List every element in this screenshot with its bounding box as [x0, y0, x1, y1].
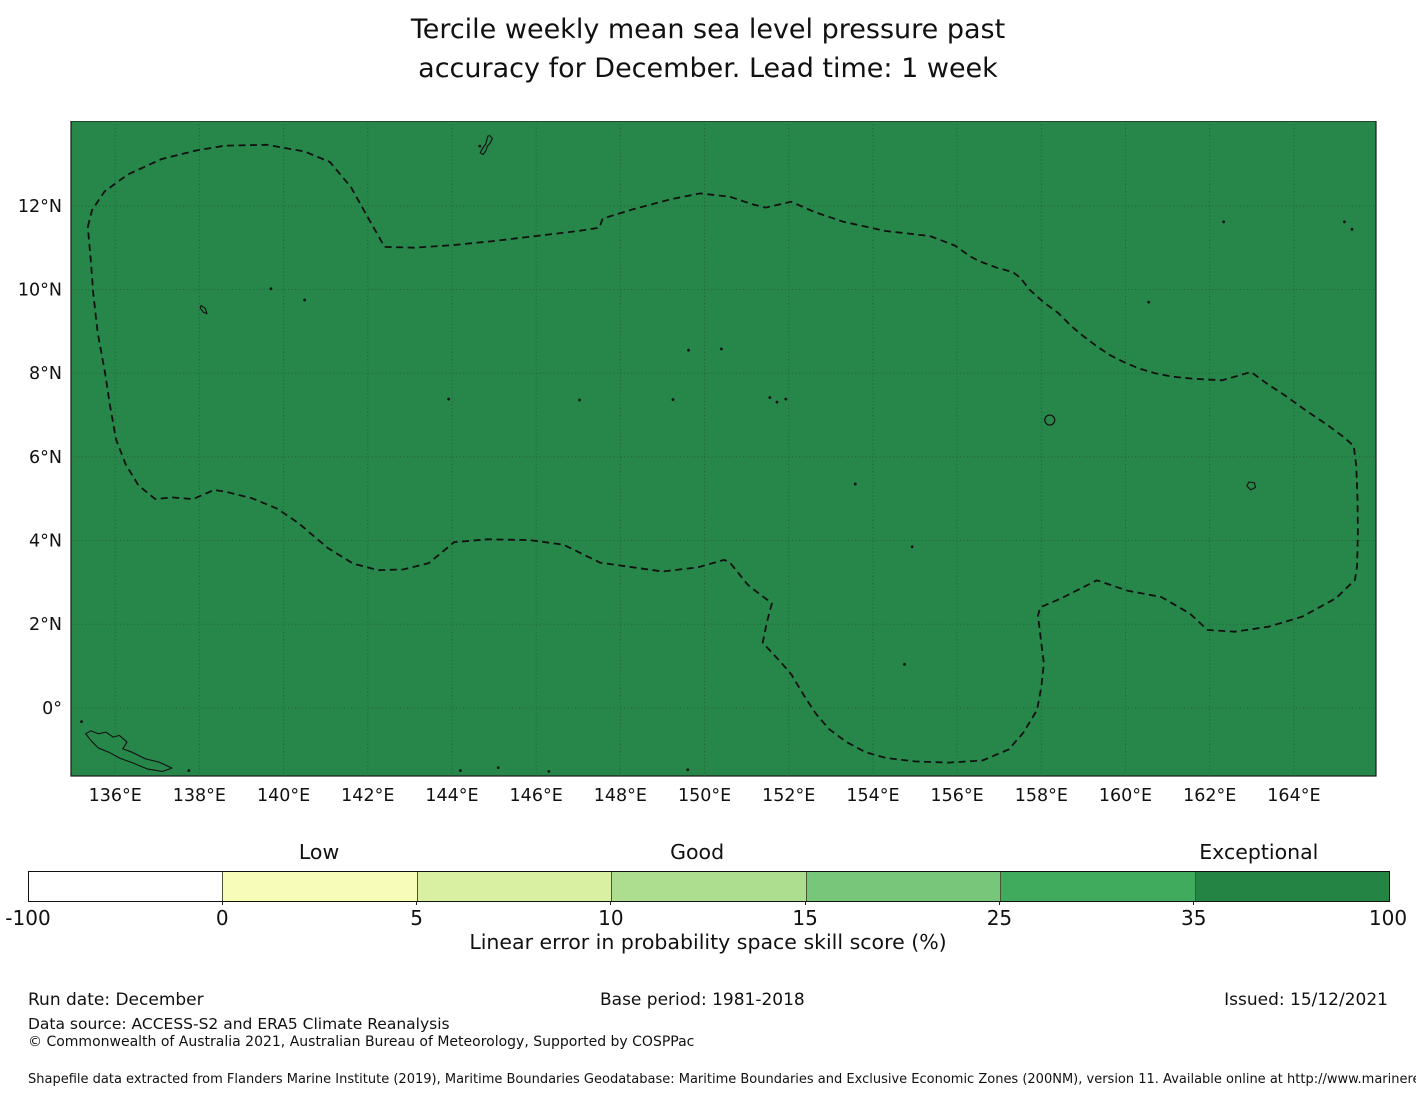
- colorbar-axis-label: Linear error in probability space skill …: [469, 930, 947, 954]
- island-dot: [80, 720, 83, 724]
- x-tick-label: 136°E: [89, 786, 142, 806]
- chart-title-line1: Tercile weekly mean sea level pressure p…: [410, 14, 1006, 45]
- island-dot: [269, 287, 273, 291]
- colorbar-tick-mark: [416, 901, 418, 905]
- island-dot: [478, 144, 482, 148]
- colorbar-tick-mark: [610, 901, 612, 905]
- x-tick-label: 146°E: [510, 786, 563, 806]
- colorbar-tick-mark: [221, 901, 223, 905]
- colorbar-segment: [805, 872, 1001, 901]
- x-tick-label: 138°E: [173, 786, 226, 806]
- chart-title: Tercile weekly mean sea level pressure p…: [0, 10, 1416, 88]
- y-tick-label: 0°: [42, 699, 62, 719]
- colorbar-tick-label: 10: [598, 906, 624, 930]
- data-source-text: Data source: ACCESS-S2 and ERA5 Climate …: [28, 1015, 450, 1033]
- island-outline: [1246, 481, 1257, 491]
- y-tick-label: 10°N: [18, 281, 62, 301]
- chart-title-line2: accuracy for December. Lead time: 1 week: [418, 53, 998, 84]
- colorbar-category-label: Low: [298, 840, 340, 864]
- island-outline: [85, 730, 173, 772]
- island-dot: [686, 768, 690, 772]
- island-dot: [671, 398, 675, 401]
- colorbar-tick-label: 100: [1368, 906, 1408, 930]
- island-dot: [719, 347, 723, 351]
- y-tick-label: 8°N: [29, 364, 62, 384]
- base-period-text: Base period: 1981-2018: [600, 990, 805, 1010]
- y-tick-label: 12°N: [18, 197, 62, 217]
- island-dot: [303, 298, 307, 302]
- y-tick-label: 4°N: [29, 532, 62, 552]
- colorbar-tick-mark: [998, 901, 1000, 905]
- x-tick-label: 150°E: [678, 786, 731, 806]
- colorbar-tick-label: 5: [410, 906, 423, 930]
- island-dot: [775, 400, 779, 404]
- colorbar-tick-label: -100: [5, 906, 51, 930]
- run-date-text: Run date: December: [28, 990, 204, 1010]
- x-tick-label: 154°E: [846, 786, 899, 806]
- colorbar-tick-label: 15: [792, 906, 818, 930]
- colorbar-tick-label: 25: [986, 906, 1013, 930]
- island-dot: [547, 769, 551, 773]
- x-tick-label: 140°E: [257, 786, 310, 806]
- copyright-text: © Commonwealth of Australia 2021, Austra…: [28, 1034, 695, 1050]
- colorbar-segment: [222, 872, 417, 901]
- island-dot: [496, 766, 500, 770]
- issued-date-text: Issued: 15/12/2021: [1224, 990, 1388, 1010]
- island-atoll-ring: [1044, 414, 1056, 426]
- shapefile-attribution-text: Shapefile data extracted from Flanders M…: [28, 1072, 1416, 1087]
- colorbar-tick-mark: [804, 901, 806, 905]
- island-dot: [687, 348, 690, 352]
- island-dot: [458, 769, 462, 772]
- x-tick-label: 156°E: [931, 786, 984, 806]
- x-tick-label: 164°E: [1267, 786, 1320, 806]
- island-dot: [853, 482, 857, 486]
- island-dot: [768, 396, 772, 399]
- island-dot: [1222, 220, 1226, 224]
- map-canvas: 136°E 138°E 140°E 142°E 144°E 146°E 148°E 150°E…: [18, 121, 1377, 806]
- colorbar-bar: [28, 871, 1390, 902]
- colorbar-segment: [416, 872, 612, 901]
- x-tick-label: 148°E: [594, 786, 647, 806]
- x-tick-label: 162°E: [1183, 786, 1236, 806]
- colorbar-segment: [1194, 872, 1389, 901]
- island-dot: [1147, 300, 1151, 304]
- island-dot: [910, 545, 914, 549]
- x-tick-label: 144°E: [425, 786, 478, 806]
- x-tick-label: 142°E: [341, 786, 394, 806]
- island-dot: [447, 397, 451, 401]
- x-tick-label: 158°E: [1015, 786, 1068, 806]
- island-dot: [784, 397, 788, 401]
- y-tick-label: 2°N: [29, 615, 62, 635]
- colorbar-tick-label: 0: [215, 906, 229, 930]
- x-tick-label: 160°E: [1099, 786, 1152, 806]
- colorbar-tick-label: 35: [1180, 906, 1207, 930]
- colorbar-category-label: Exceptional: [1199, 840, 1319, 864]
- colorbar-tick-mark: [1193, 901, 1195, 905]
- island-outline: [199, 304, 208, 315]
- map-background: [70, 121, 1377, 777]
- x-tick-label: 152°E: [762, 786, 815, 806]
- island-outline: [479, 135, 493, 156]
- colorbar: Low Good Exceptional -100 0 5 10 15 25 35 100: [5, 840, 1407, 932]
- colorbar-category-label: Good: [670, 840, 725, 864]
- eez-boundary-line: [86, 143, 1359, 764]
- colorbar-segment: [611, 872, 806, 901]
- island-dot: [903, 662, 906, 666]
- island-dot: [187, 769, 191, 772]
- colorbar-segment: [29, 872, 223, 901]
- island-dot: [578, 398, 581, 402]
- y-tick-label: 6°N: [29, 448, 62, 468]
- colorbar-segment: [1000, 872, 1195, 901]
- island-dot: [1343, 220, 1346, 224]
- island-dot: [1350, 227, 1354, 231]
